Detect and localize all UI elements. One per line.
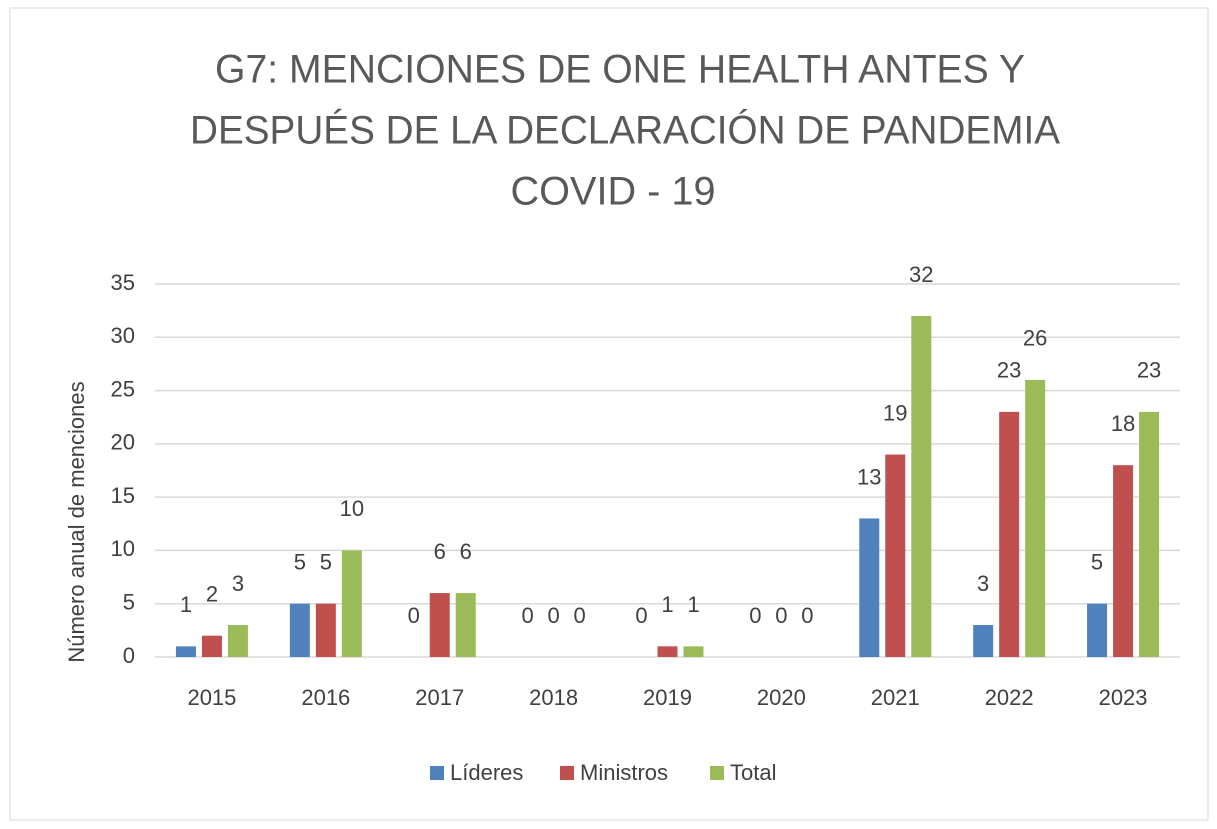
legend-label: Líderes xyxy=(450,760,523,785)
y-tick-label: 5 xyxy=(123,590,135,615)
data-label: 0 xyxy=(547,603,559,628)
data-label: 0 xyxy=(749,603,761,628)
bar xyxy=(657,646,678,657)
data-label: 10 xyxy=(340,496,364,521)
bar xyxy=(341,550,362,657)
data-label: 1 xyxy=(661,592,673,617)
bar xyxy=(175,646,196,657)
bar xyxy=(973,625,994,657)
y-tick-label: 20 xyxy=(111,430,135,455)
chart-title: COVID - 19 xyxy=(511,170,716,214)
x-tick-label: 2018 xyxy=(529,685,578,710)
data-label: 19 xyxy=(883,400,907,425)
data-label: 23 xyxy=(1137,358,1161,383)
x-tick-label: 2021 xyxy=(871,685,920,710)
y-tick-label: 35 xyxy=(111,270,135,295)
data-label: 6 xyxy=(460,539,472,564)
data-label: 32 xyxy=(909,262,933,287)
data-label: 0 xyxy=(635,603,647,628)
chart-title: G7: MENCIONES DE ONE HEALTH ANTES Y xyxy=(215,48,1025,92)
data-label: 3 xyxy=(232,571,244,596)
legend-label: Ministros xyxy=(580,760,668,785)
y-axis-label: Número anual de menciones xyxy=(64,381,89,662)
data-label: 26 xyxy=(1023,326,1047,351)
data-label: 6 xyxy=(434,539,446,564)
chart-title: DESPUÉS DE LA DECLARACIÓN DE PANDEMIA xyxy=(190,108,1060,153)
data-label: 5 xyxy=(320,550,332,575)
data-label: 2 xyxy=(206,581,218,606)
bar xyxy=(1025,379,1046,657)
y-tick-label: 25 xyxy=(111,376,135,401)
bar xyxy=(683,646,704,657)
bar xyxy=(999,411,1020,657)
bar xyxy=(227,625,248,657)
data-label: 5 xyxy=(294,550,306,575)
data-label: 23 xyxy=(997,358,1021,383)
bar xyxy=(1113,465,1134,657)
legend-label: Total xyxy=(730,760,776,785)
bar xyxy=(885,454,906,657)
bar xyxy=(315,603,336,657)
y-tick-label: 10 xyxy=(111,536,135,561)
x-tick-label: 2016 xyxy=(301,685,350,710)
x-tick-label: 2019 xyxy=(643,685,692,710)
bar xyxy=(859,518,880,657)
y-tick-label: 0 xyxy=(123,643,135,668)
x-tick-label: 2020 xyxy=(757,685,806,710)
data-label: 0 xyxy=(775,603,787,628)
x-tick-label: 2023 xyxy=(1099,685,1148,710)
x-tick-label: 2017 xyxy=(415,685,464,710)
bar xyxy=(1087,603,1108,657)
data-label: 1 xyxy=(687,592,699,617)
legend-swatch xyxy=(560,766,574,780)
data-label: 0 xyxy=(521,603,533,628)
data-label: 5 xyxy=(1091,550,1103,575)
legend-swatch xyxy=(710,766,724,780)
y-tick-label: 15 xyxy=(111,483,135,508)
y-tick-label: 30 xyxy=(111,323,135,348)
data-label: 3 xyxy=(977,571,989,596)
bar xyxy=(429,593,450,657)
data-label: 0 xyxy=(573,603,585,628)
data-label: 13 xyxy=(857,464,881,489)
data-label: 0 xyxy=(408,603,420,628)
data-label: 0 xyxy=(801,603,813,628)
bar xyxy=(289,603,310,657)
bar xyxy=(1139,411,1160,657)
data-label: 18 xyxy=(1111,411,1135,436)
data-label: 1 xyxy=(180,592,192,617)
x-tick-label: 2015 xyxy=(187,685,236,710)
bar xyxy=(911,315,932,657)
legend-swatch xyxy=(430,766,444,780)
bar xyxy=(201,635,222,657)
x-tick-label: 2022 xyxy=(985,685,1034,710)
bar xyxy=(455,593,476,657)
